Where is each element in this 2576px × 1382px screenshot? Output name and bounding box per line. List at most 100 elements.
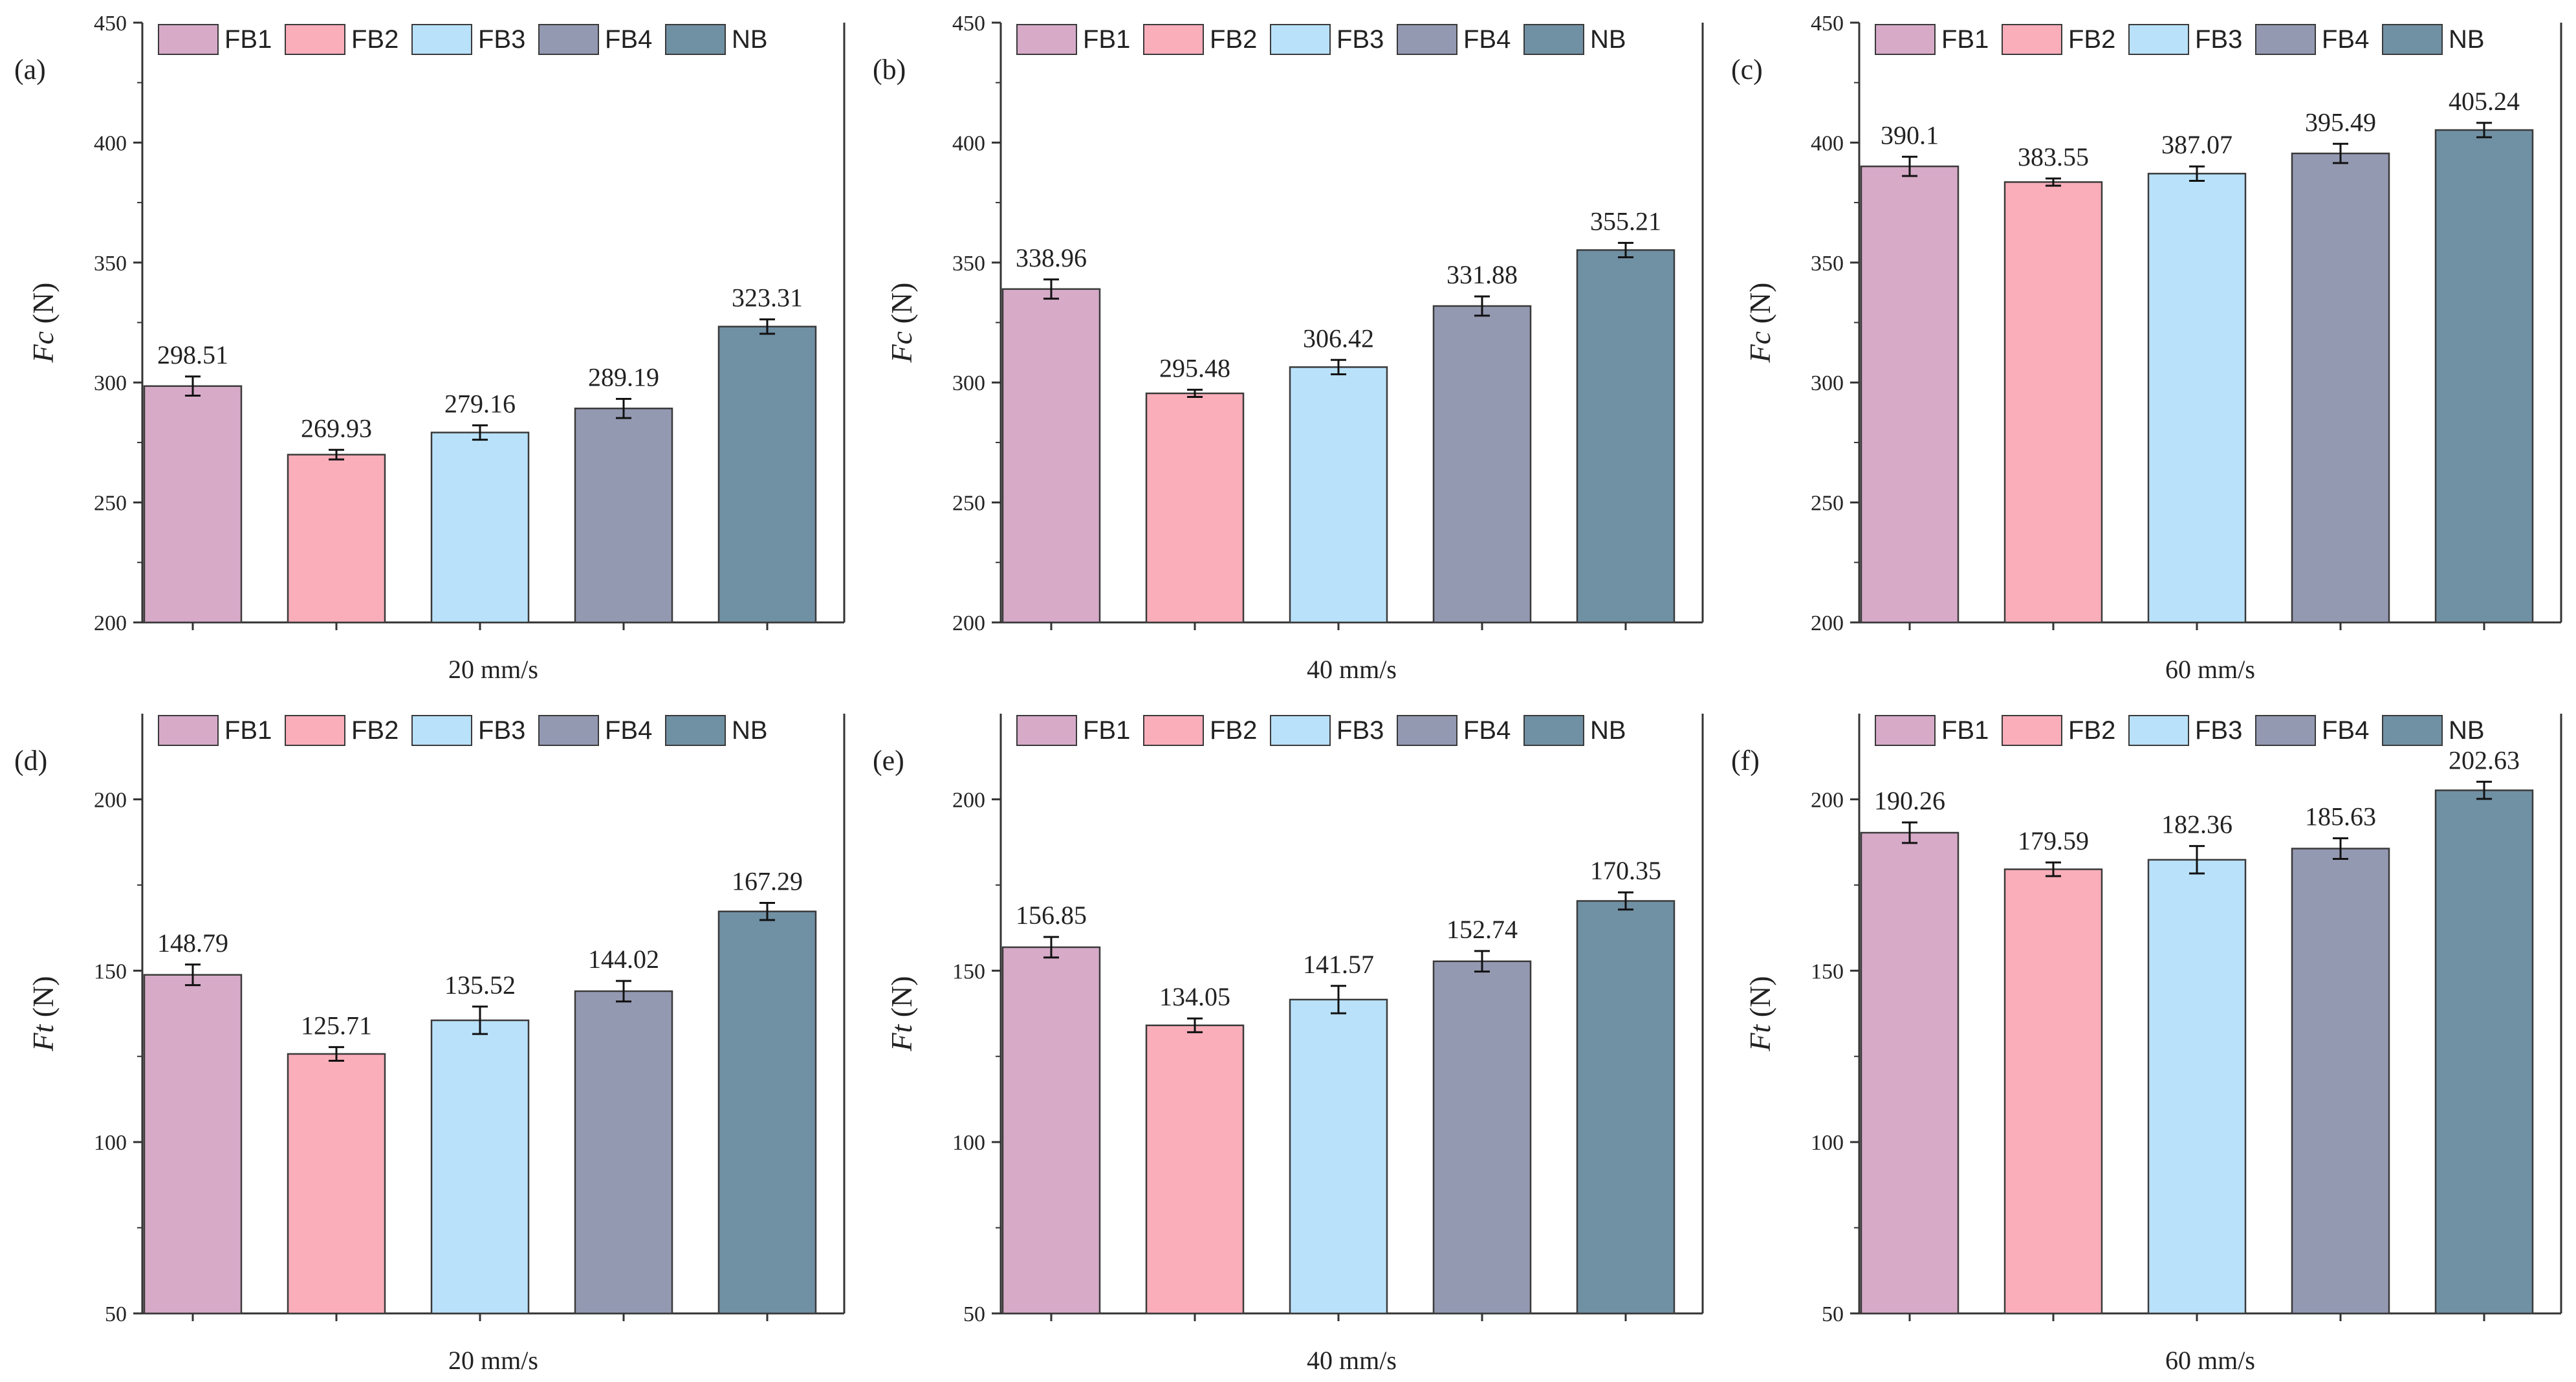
legend-label-fb1: FB1 xyxy=(1941,25,1989,54)
chart-panel-f: 50 100 150 200 190.26 179.59 182.36 185.63 202.6… xyxy=(1731,714,2562,1375)
error-bar-fb1 xyxy=(1902,821,1917,844)
legend-swatch-nb xyxy=(665,24,726,55)
error-bar-fb3 xyxy=(472,1005,488,1035)
bar-fb1 xyxy=(1001,288,1101,624)
bar-fb2 xyxy=(287,1053,386,1315)
panel-letter: (b) xyxy=(873,54,906,85)
legend: FB1 FB2 FB3 FB4 NB xyxy=(1016,24,1626,55)
y-tick-label: 450 xyxy=(952,12,985,36)
data-label-fb3: 306.42 xyxy=(1303,324,1374,353)
bar-fb1 xyxy=(1860,165,1959,624)
bar-nb xyxy=(1576,900,1675,1315)
legend-swatch-fb3 xyxy=(1270,24,1331,55)
error-bar-nb xyxy=(1618,891,1633,911)
bar-fb4 xyxy=(2291,152,2390,624)
bar-fb3 xyxy=(1289,998,1388,1315)
legend-label-nb: NB xyxy=(732,25,768,54)
legend-swatch-nb xyxy=(2382,715,2443,746)
legend-label-fb1: FB1 xyxy=(1083,25,1130,54)
bar-fb3 xyxy=(430,432,530,624)
data-label-nb: 170.35 xyxy=(1590,856,1661,885)
bar-fb1 xyxy=(143,974,243,1315)
y-tick-label: 150 xyxy=(1811,960,1844,983)
data-label-fb2: 269.93 xyxy=(301,413,372,443)
legend-swatch-fb3 xyxy=(411,24,472,55)
legend: FB1 FB2 FB3 FB4 NB xyxy=(158,715,768,746)
y-tick-label: 150 xyxy=(952,960,985,983)
legend-swatch-fb2 xyxy=(2002,24,2062,55)
bar-fb3 xyxy=(2147,859,2247,1315)
bar-fb2 xyxy=(287,454,386,624)
legend: FB1 FB2 FB3 FB4 NB xyxy=(1016,715,1626,746)
data-label-nb: 355.21 xyxy=(1590,206,1661,236)
panel-letter: (a) xyxy=(14,54,46,85)
legend-label-fb2: FB2 xyxy=(351,716,398,745)
data-label-fb4: 185.63 xyxy=(2305,802,2376,831)
error-bar-fb4 xyxy=(2333,837,2348,860)
y-axis-label: Ft (N) xyxy=(27,976,60,1051)
y-tick-label: 50 xyxy=(963,1302,985,1326)
y-tick-label: 350 xyxy=(94,252,127,276)
bar-fb2 xyxy=(2003,868,2103,1315)
legend-swatch-fb2 xyxy=(1143,24,1204,55)
error-bar-fb2 xyxy=(329,1046,344,1062)
legend-swatch-fb1 xyxy=(1016,715,1077,746)
y-tick-label: 200 xyxy=(952,788,985,812)
y-tick-label: 400 xyxy=(952,131,985,155)
bar-fb1 xyxy=(143,385,243,624)
x-axis-label: 40 mm/s xyxy=(1307,1346,1397,1375)
legend-label-fb3: FB3 xyxy=(478,716,525,745)
legend-swatch-fb3 xyxy=(2128,715,2189,746)
y-tick-label: 200 xyxy=(94,788,127,812)
bar-nb xyxy=(2434,129,2534,624)
bar-fb2 xyxy=(1145,392,1245,624)
error-bar-fb4 xyxy=(2333,142,2348,164)
legend-swatch-fb4 xyxy=(1397,715,1457,746)
error-bar-fb3 xyxy=(1331,358,1346,376)
x-axis-label: 60 mm/s xyxy=(2165,1346,2255,1375)
data-label-nb: 167.29 xyxy=(732,866,803,895)
data-label-fb3: 135.52 xyxy=(444,971,516,1000)
panel-letter: (d) xyxy=(14,745,47,776)
error-bar-fb1 xyxy=(185,375,201,397)
legend-label-fb4: FB4 xyxy=(605,25,652,54)
data-label-fb2: 134.05 xyxy=(1159,982,1230,1011)
legend-swatch-fb2 xyxy=(285,715,345,746)
error-bar-fb1 xyxy=(1902,155,1917,177)
data-label-nb: 405.24 xyxy=(2449,87,2520,116)
y-tick-label: 200 xyxy=(1811,788,1844,812)
legend-label-nb: NB xyxy=(2449,716,2485,745)
legend-label-fb2: FB2 xyxy=(1210,25,1257,54)
legend-swatch-fb2 xyxy=(2002,715,2062,746)
panel-letter: (f) xyxy=(1731,745,1760,776)
legend-label-fb4: FB4 xyxy=(2322,716,2369,745)
y-tick-label: 250 xyxy=(1811,492,1844,516)
error-bar-fb4 xyxy=(616,980,631,1003)
x-axis-label: 20 mm/s xyxy=(448,655,538,684)
legend-label-fb1: FB1 xyxy=(1083,716,1130,745)
y-axis-label: Fc (N) xyxy=(27,283,60,364)
bar-fb3 xyxy=(2147,173,2247,624)
y-tick-label: 50 xyxy=(105,1302,127,1326)
error-bar-fb2 xyxy=(2046,861,2061,877)
y-tick-label: 200 xyxy=(1811,611,1844,635)
legend: FB1 FB2 FB3 FB4 NB xyxy=(1875,24,2485,55)
error-bar-fb1 xyxy=(185,963,201,987)
data-label-fb1: 338.96 xyxy=(1016,243,1087,272)
error-bar-fb3 xyxy=(1331,985,1346,1015)
bar-nb xyxy=(1576,249,1675,624)
error-bar-fb4 xyxy=(1474,950,1490,973)
y-tick-label: 100 xyxy=(952,1131,985,1155)
legend-label-fb2: FB2 xyxy=(2068,25,2115,54)
error-bar-fb3 xyxy=(2189,165,2205,182)
data-label-nb: 202.63 xyxy=(2449,745,2520,774)
y-tick-label: 150 xyxy=(94,960,127,983)
data-label-fb4: 144.02 xyxy=(588,945,659,974)
legend-swatch-fb2 xyxy=(1143,715,1204,746)
panel-letter: (e) xyxy=(873,745,904,776)
y-axis-label: Fc (N) xyxy=(885,283,918,364)
bar-fb4 xyxy=(574,990,673,1315)
legend-label-fb1: FB1 xyxy=(224,25,272,54)
x-axis-label: 40 mm/s xyxy=(1307,655,1397,684)
